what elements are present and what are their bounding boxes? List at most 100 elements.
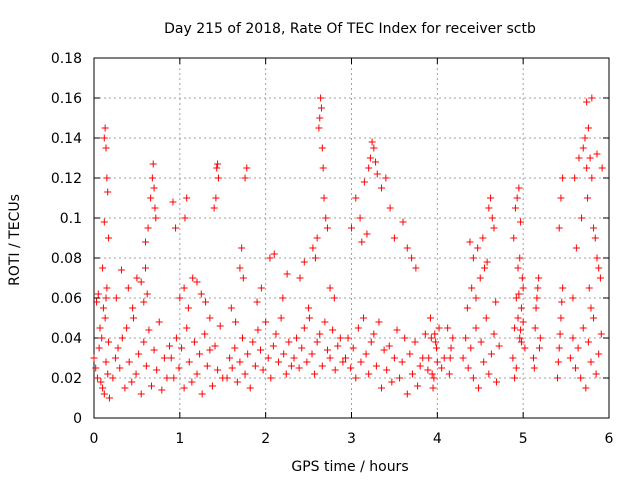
data-point — [129, 314, 137, 322]
data-point — [101, 124, 109, 132]
data-point — [92, 364, 100, 372]
grid-lines — [94, 58, 609, 418]
data-point — [323, 346, 331, 354]
data-point — [329, 326, 337, 334]
data-point — [147, 194, 155, 202]
data-point — [160, 354, 168, 362]
data-point — [572, 364, 580, 372]
data-point — [233, 378, 241, 386]
data-point — [313, 234, 321, 242]
data-point — [511, 324, 519, 332]
data-point — [469, 374, 477, 382]
data-point — [598, 164, 606, 172]
axis-ticks: 0 1 2 3 4 5 6 0 0.02 0.04 0.06 0.08 0.1 0.12 0.14 0.16 0… — [51, 51, 614, 447]
data-point — [184, 304, 192, 312]
data-point — [485, 370, 493, 378]
data-point — [142, 264, 149, 272]
data-point — [319, 164, 327, 172]
data-point — [517, 338, 525, 346]
data-point — [109, 374, 117, 382]
data-point — [111, 354, 119, 362]
data-point — [323, 224, 331, 232]
data-point — [577, 374, 585, 382]
data-point — [472, 294, 480, 302]
data-point — [277, 314, 285, 322]
data-point — [330, 294, 338, 302]
data-point — [315, 124, 323, 132]
data-point — [238, 334, 246, 342]
data-point — [513, 194, 521, 202]
data-point — [449, 334, 457, 342]
data-point — [282, 370, 290, 378]
data-point — [575, 154, 583, 162]
data-point — [459, 354, 467, 362]
data-point — [360, 178, 368, 186]
data-point — [352, 194, 360, 202]
data-point — [103, 174, 111, 182]
data-point — [135, 350, 143, 358]
data-point — [167, 354, 175, 362]
data-point — [317, 94, 325, 102]
data-point — [557, 314, 565, 322]
data-point — [574, 344, 582, 352]
data-point — [223, 374, 231, 382]
data-point — [336, 334, 344, 342]
data-point — [290, 354, 298, 362]
data-point — [578, 214, 586, 222]
data-point — [571, 174, 579, 182]
x-tick-label: 4 — [433, 431, 442, 447]
data-point — [267, 374, 275, 382]
data-point — [432, 338, 440, 346]
data-point — [596, 274, 604, 282]
data-point — [150, 184, 158, 192]
data-point — [431, 330, 439, 338]
data-point — [485, 204, 493, 212]
data-point — [339, 358, 347, 366]
data-point — [124, 284, 132, 292]
data-point — [181, 214, 189, 222]
data-point — [172, 334, 180, 342]
data-point — [103, 284, 111, 292]
data-point — [554, 358, 562, 366]
data-point — [100, 218, 108, 226]
data-point — [153, 366, 161, 374]
data-point — [303, 358, 311, 366]
data-point — [463, 304, 471, 312]
data-point — [231, 344, 239, 352]
data-point — [466, 238, 474, 246]
data-point — [416, 362, 424, 370]
data-point — [433, 358, 441, 366]
data-point — [203, 362, 211, 370]
data-point — [429, 384, 437, 392]
data-point — [556, 330, 564, 338]
data-point — [296, 274, 304, 282]
data-point — [483, 258, 491, 266]
data-point — [279, 294, 287, 302]
data-point — [116, 364, 124, 372]
data-point — [322, 214, 330, 222]
data-point — [257, 284, 265, 292]
data-point — [593, 150, 601, 158]
data-point — [189, 274, 197, 282]
data-point — [380, 346, 388, 354]
data-point — [587, 358, 595, 366]
data-point — [530, 364, 538, 372]
data-point — [593, 254, 601, 262]
data-point — [375, 318, 383, 326]
data-point — [349, 344, 357, 352]
data-point — [158, 386, 166, 394]
data-point — [591, 234, 599, 242]
data-point — [316, 114, 324, 122]
data-point — [283, 270, 291, 278]
data-point — [155, 318, 163, 326]
data-point — [403, 390, 411, 398]
data-point — [96, 324, 104, 332]
data-point — [243, 164, 251, 172]
data-point — [344, 334, 352, 342]
data-point — [251, 362, 259, 370]
data-point — [435, 324, 443, 332]
data-point — [362, 350, 370, 358]
data-point — [93, 298, 101, 306]
data-point — [515, 290, 523, 298]
data-point — [512, 294, 520, 302]
